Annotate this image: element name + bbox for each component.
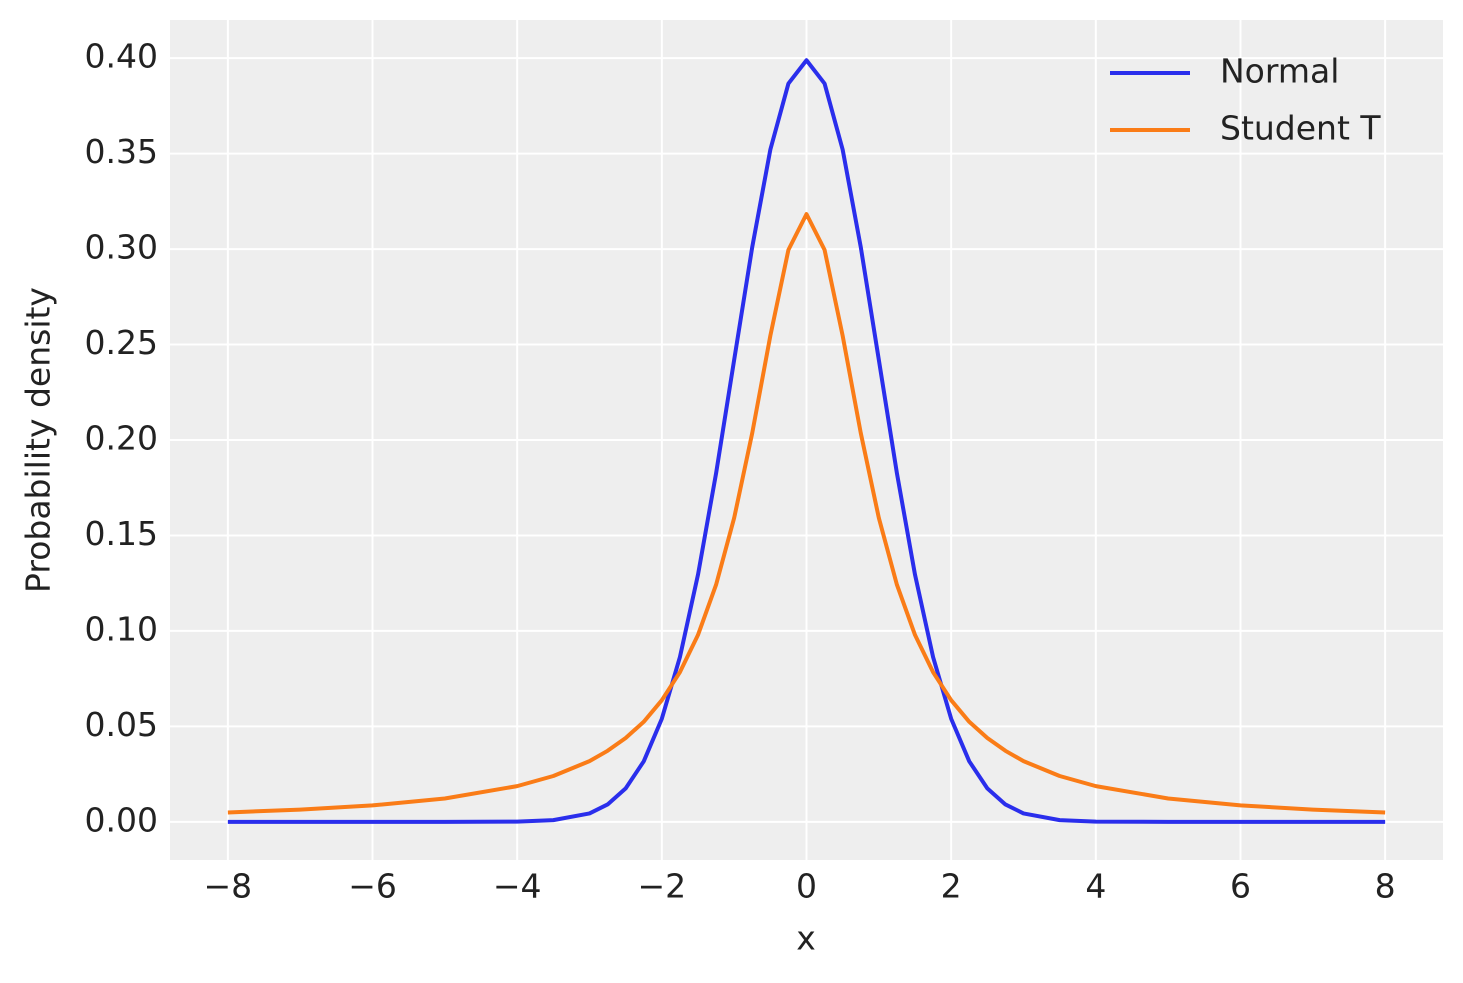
x-axis-label: x [796, 919, 816, 958]
y-tick-label: 0.40 [85, 37, 158, 76]
y-tick-label: 0.05 [85, 705, 158, 744]
legend-label: Normal [1220, 52, 1339, 91]
x-tick-label: −6 [348, 867, 397, 906]
y-tick-label: 0.10 [85, 609, 158, 648]
x-tick-label: 0 [796, 867, 817, 906]
data-line [227, 212, 1386, 815]
legend: Normal Student T [1110, 52, 1381, 148]
y-tick-label: 0.15 [85, 514, 158, 553]
x-tick-label: 6 [1230, 867, 1251, 906]
labels: −8 −6 −4 −2 0 2 4 6 8 0.00 0.05 0.10 0.15 0.20 0.25 0.3… [85, 37, 1396, 906]
x-tick-label: −2 [638, 867, 687, 906]
lines [227, 58, 1386, 824]
x-tick-label: −8 [204, 867, 253, 906]
x-tick-label: −4 [493, 867, 542, 906]
legend-label: Student T [1220, 109, 1381, 148]
data-line [227, 58, 1386, 824]
y-tick-label: 0.25 [85, 323, 158, 362]
y-tick-label: 0.00 [85, 800, 158, 839]
x-tick-label: 8 [1375, 867, 1396, 906]
y-tick-label: 0.35 [85, 132, 158, 171]
y-tick-label: 0.30 [85, 228, 158, 267]
y-tick-label: 0.20 [85, 419, 158, 458]
x-tick-label: 2 [941, 867, 962, 906]
y-axis-label: Probability density [19, 287, 58, 593]
x-tick-label: 4 [1085, 867, 1106, 906]
